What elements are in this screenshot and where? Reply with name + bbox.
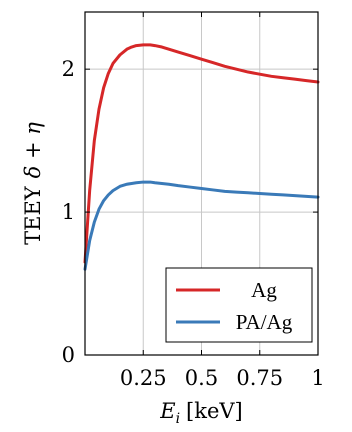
- series-line: [83, 180, 320, 271]
- legend-box: [165, 267, 313, 343]
- x-tick-label: 0.75: [236, 366, 283, 390]
- x-axis-title: Ei [keV]: [159, 399, 243, 427]
- tick-layer: 0.25 0.5 0.75 1 0 1 2: [62, 12, 325, 390]
- legend-label: Ag: [251, 278, 277, 302]
- y-axis-title: TEEY δ + η: [21, 122, 45, 245]
- y-tick-label: 0: [62, 343, 75, 367]
- series-layer: [83, 43, 320, 271]
- y-axis-text: TEEY: [21, 185, 45, 245]
- x-tick-label: 0.5: [185, 366, 218, 390]
- x-axis-var: E: [159, 399, 175, 423]
- legend: Ag PA/Ag: [165, 267, 313, 343]
- legend-items: Ag PA/Ag: [176, 278, 293, 334]
- x-axis-var-sub: i: [176, 411, 180, 427]
- y-tick-label: 2: [62, 57, 75, 81]
- legend-label: PA/Ag: [236, 310, 293, 334]
- x-axis-unit: [keV]: [186, 399, 243, 423]
- y-tick-label: 1: [62, 200, 75, 224]
- y-axis-math: δ + η: [21, 122, 45, 179]
- x-tick-label: 1: [311, 366, 324, 390]
- x-tick-label: 0.25: [120, 366, 167, 390]
- series-line: [83, 43, 320, 264]
